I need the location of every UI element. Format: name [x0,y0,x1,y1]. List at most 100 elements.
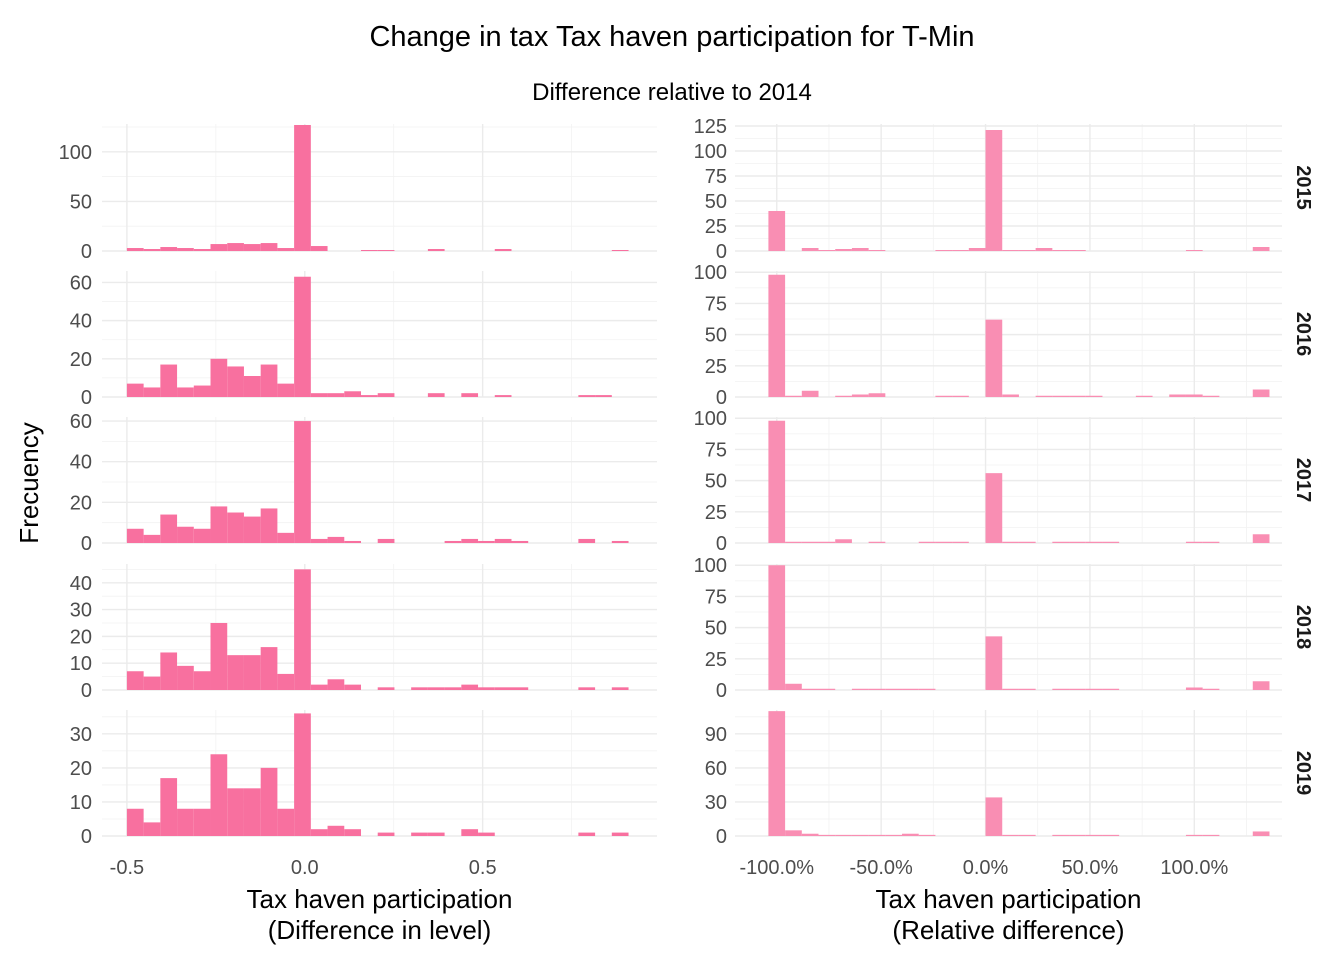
histogram-bar [160,514,178,543]
histogram-bar [411,832,428,836]
histogram-bar [260,243,278,251]
histogram-bar [835,539,852,543]
histogram-bar [1252,389,1270,397]
histogram-bar [1135,395,1153,397]
histogram-bar [768,565,786,690]
y-tick-label: 100 [694,408,727,430]
histogram-bar [1252,831,1270,836]
histogram-bar [818,250,836,251]
histogram-bar [985,473,1003,543]
histogram-bar [260,508,278,543]
histogram-bar [210,754,228,836]
histogram-bar [494,687,512,690]
y-tick-label: 75 [705,586,727,608]
y-tick-label: 10 [70,653,92,675]
y-axis-title: Frecuency [14,422,44,543]
histogram-bar [143,387,161,397]
histogram-bar [1069,395,1086,397]
histogram-bar [818,541,836,543]
y-tick-label: 100 [694,141,727,163]
histogram-bar [1169,394,1186,397]
histogram-bar [327,393,345,397]
histogram-bar [243,376,261,397]
histogram-bar [611,832,629,836]
histogram-bar [277,808,295,836]
histogram-bar [160,652,178,690]
y-tick-label: 100 [694,262,727,284]
histogram-bar [1252,247,1270,251]
y-tick-label: 0 [81,826,92,848]
histogram-bar [193,249,211,251]
histogram-bar [918,688,936,690]
histogram-bar [260,364,278,397]
histogram-bar [427,249,445,251]
histogram-bar [310,538,328,543]
histogram-bar [952,395,969,397]
y-tick-label: 75 [705,439,727,461]
y-tick-label: 25 [705,356,727,378]
histogram-bar [444,540,462,543]
histogram-bar [1002,250,1019,251]
histogram-bar [801,390,819,397]
histogram-bar [1018,250,1036,251]
histogram-bar [1002,541,1019,543]
histogram-bar [227,366,244,397]
histogram-bar [885,834,903,836]
histogram-bar [193,808,211,836]
histogram-bar [227,655,244,690]
histogram-bar [768,211,786,251]
y-tick-label: 0 [716,826,727,848]
histogram-bar [243,244,261,251]
y-tick-label: 0 [81,387,92,409]
histogram-bar [835,834,852,836]
histogram-bar [1185,834,1203,836]
histogram-bar [1069,250,1086,251]
histogram-bar [768,711,786,836]
histogram-bar [193,528,211,543]
histogram-bar [243,655,261,690]
histogram-bar [1252,534,1270,543]
histogram-bar [160,364,178,397]
x-axis-subtitle: (Relative difference) [892,915,1124,945]
histogram-bar [494,395,512,397]
x-tick-label: -50.0% [849,857,913,879]
histogram-bar [1002,688,1019,690]
y-tick-label: 40 [70,452,92,474]
x-tick-label: -0.5 [110,857,144,879]
histogram-bar [461,393,479,397]
histogram-bar [1185,394,1203,397]
histogram-bar [260,647,278,690]
histogram-bar [1202,395,1220,397]
histogram-bar [1052,395,1070,397]
chart-subtitle: Difference relative to 2014 [532,79,812,106]
histogram-bar [1102,834,1120,836]
y-tick-label: 100 [59,142,92,164]
histogram-bar [143,249,161,251]
facet-strip-label: 2017 [1292,458,1314,503]
histogram-bar [611,250,629,251]
histogram-bar [344,829,361,836]
histogram-bar [1035,248,1053,251]
y-tick-label: 0 [81,680,92,702]
histogram-bar [1102,688,1120,690]
histogram-bar [210,358,228,397]
histogram-bar [902,833,919,836]
y-tick-label: 10 [70,792,92,814]
histogram-bar [868,688,886,690]
histogram-bar [327,536,345,543]
histogram-bar [327,825,345,836]
histogram-bar [511,687,529,690]
x-tick-label: 100.0% [1160,857,1228,879]
x-tick-label: 0.5 [469,857,497,879]
histogram-bar [818,688,836,690]
histogram-bar [227,512,244,543]
histogram-bar [294,124,311,251]
histogram-bar [952,250,969,251]
y-tick-label: 125 [694,116,727,138]
histogram-bar [768,420,786,543]
histogram-bar [1252,681,1270,690]
histogram-bar [1085,395,1103,397]
panel-grid: 050100020406002040600102030400102030-0.5… [59,116,1314,945]
histogram-bar [835,395,852,397]
histogram-bar [578,687,596,690]
